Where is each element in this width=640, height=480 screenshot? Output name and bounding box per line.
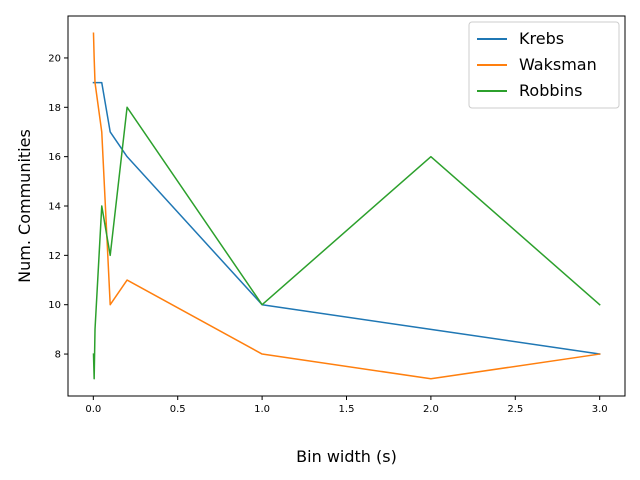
x-tick-label: 1.0 [254,404,270,415]
x-tick-label: 0.0 [85,404,101,415]
x-axis-ticks: 0.0 0.5 1.0 1.5 2.0 2.5 3.0 [85,396,608,415]
series-line-robbins [92,106,601,380]
legend-box [468,21,620,109]
series-line-waksman [92,32,601,380]
y-tick-label: 18 [48,103,61,114]
legend-label-waksman: Waksman [519,55,597,74]
x-tick-label: 3.0 [592,404,608,415]
x-tick-label: 2.5 [507,404,523,415]
y-axis-ticks: 8 10 12 14 16 18 20 [48,53,68,361]
y-tick-label: 10 [48,300,61,311]
y-axis-label: Num. Communities [15,129,34,283]
legend: Krebs Waksman Robbins [468,21,620,109]
x-tick-label: 1.5 [339,404,355,415]
x-axis-label: Bin width (s) [296,447,397,466]
y-tick-label: 14 [48,202,61,213]
y-tick-label: 16 [48,152,61,163]
x-tick-label: 2.0 [423,404,439,415]
legend-label-robbins: Robbins [519,81,582,100]
legend-label-krebs: Krebs [519,29,564,48]
x-tick-label: 0.5 [170,404,186,415]
series-layer [92,32,601,380]
y-tick-label: 20 [48,53,61,64]
y-tick-label: 12 [48,251,61,262]
y-tick-label: 8 [55,350,61,361]
